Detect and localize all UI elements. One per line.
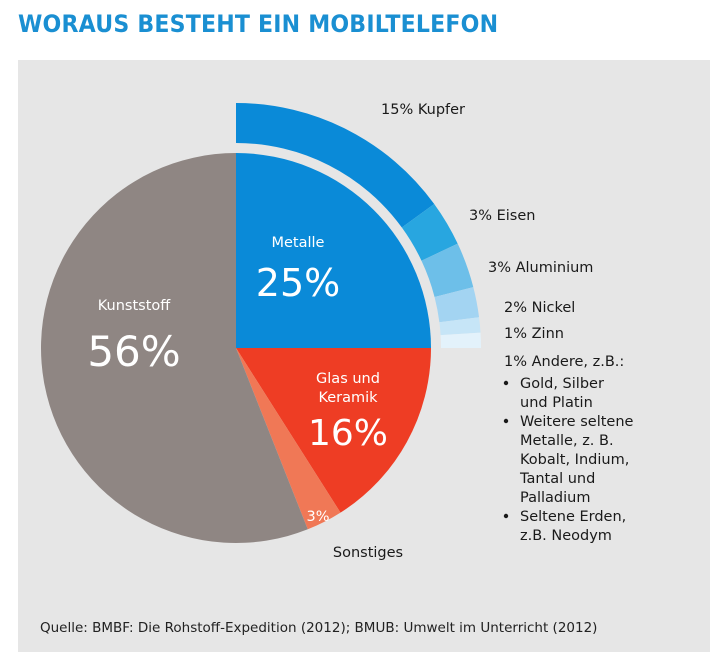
label-glas-line-1: Glas und (316, 371, 380, 387)
list-item-2-line-3: Kobalt, Indium, (520, 452, 629, 468)
ring-label-4: 2% Nickel (504, 300, 575, 316)
list-item-2-line-1: Weitere seltene (520, 414, 634, 430)
slice-glas-und-keramik (236, 348, 431, 513)
list-item-2-line-4: Tantal und (519, 471, 595, 487)
ring-segment-2-nickel (434, 287, 480, 323)
source-note: Quelle: BMBF: Die Rohstoff-Expedition (2… (40, 620, 598, 636)
ring-segment-3-eisen (401, 203, 458, 261)
ring-segment-1-andere-z-b (440, 332, 481, 348)
label-kunststoff: Kunststoff (98, 298, 172, 314)
pie-chart: 15% Kupfer 3% Eisen 3% Aluminium 2% Nickel 1… (41, 102, 634, 561)
list-item-2-line-2: Metalle, z. B. (520, 433, 614, 449)
label-metalle: Metalle (272, 235, 325, 251)
chart-panel: 15% Kupfer 3% Eisen 3% Aluminium 2% Nickel 1… (18, 60, 710, 652)
slice-metalle (236, 153, 431, 348)
ring-segment-15-kupfer (236, 103, 435, 228)
ring-label-6: 1% Andere, z.B.: (504, 354, 624, 370)
label-sonstiges: Sonstiges (333, 545, 403, 561)
value-sonstiges: 3% (306, 509, 329, 525)
chart-title: WORAUS BESTEHT EIN MOBILTELEFON (18, 10, 499, 38)
bullet-1 (503, 380, 509, 386)
ring-label-5: 1% Zinn (504, 326, 564, 342)
list-item-1-line-2: und Platin (520, 395, 593, 411)
value-glas: 16% (308, 413, 388, 454)
ring-label-1: 15% Kupfer (381, 102, 465, 118)
ring-label-3: 3% Aluminium (488, 260, 593, 276)
list-item-2-line-5: Palladium (520, 490, 590, 506)
slice-kunststoff (41, 153, 308, 543)
list-item-3-line-2: z.B. Neodym (520, 528, 612, 544)
value-kunststoff: 56% (87, 327, 180, 376)
ring-label-2: 3% Eisen (469, 208, 535, 224)
ring-segment-1-zinn (439, 317, 481, 336)
list-item-1-line-1: Gold, Silber (520, 376, 604, 392)
value-metalle: 25% (256, 261, 340, 305)
label-glas-line-2: Keramik (318, 390, 378, 406)
list-item-3-line-1: Seltene Erden, (520, 509, 626, 525)
bullet-2 (503, 418, 509, 424)
ring-segment-3-aluminium (421, 243, 474, 298)
slice-sonstiges (236, 348, 341, 530)
bullet-3 (503, 513, 509, 519)
